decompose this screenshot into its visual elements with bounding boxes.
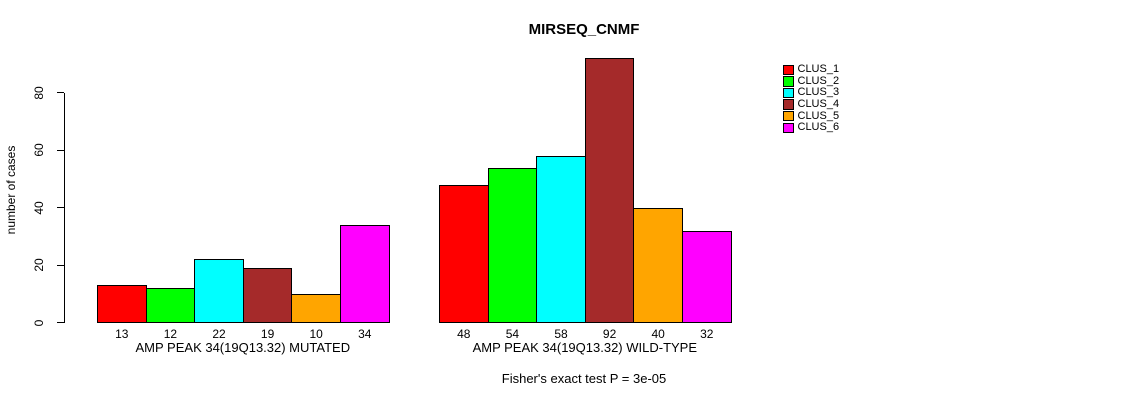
bar-clus_3 — [536, 156, 586, 324]
y-axis-label: number of cases — [4, 145, 18, 235]
legend-label: CLUS_4 — [797, 98, 840, 111]
bar-value-label: 48 — [457, 327, 471, 341]
y-tick-label: 20 — [31, 258, 46, 272]
legend-item: CLUS_4 — [783, 99, 839, 111]
fisher-test-note: Fisher's exact test P = 3e-05 — [501, 371, 667, 386]
bar-clus_2 — [487, 167, 538, 324]
legend-swatch — [783, 87, 794, 99]
group-label: AMP PEAK 34(19Q13.32) MUTATED — [135, 340, 351, 355]
bar-value-label: 32 — [700, 327, 714, 341]
bar-clus_1 — [439, 184, 489, 324]
y-tick-label: 80 — [31, 86, 46, 100]
bar-value-label: 34 — [358, 327, 372, 341]
bar-value-label: 10 — [309, 327, 323, 341]
legend-label: CLUS_5 — [797, 109, 840, 122]
legend-label: CLUS_6 — [797, 121, 840, 134]
bar-value-label: 40 — [651, 327, 665, 341]
y-axis-tick — [57, 207, 64, 209]
bar-clus_1 — [97, 285, 147, 324]
legend-swatch — [783, 110, 794, 122]
legend-item: CLUS_5 — [783, 110, 839, 122]
y-axis-tick — [57, 321, 64, 324]
bar-value-label: 19 — [260, 327, 275, 341]
bar-value-label: 58 — [554, 327, 568, 341]
chart-title: MIRSEQ_CNMF — [528, 21, 640, 38]
bar-clus_5 — [633, 207, 683, 324]
legend-label: CLUS_1 — [797, 63, 840, 76]
bar-clus_4 — [584, 58, 635, 324]
bar-clus_6 — [340, 224, 390, 324]
legend-swatch — [783, 64, 794, 76]
bar-clus_3 — [194, 259, 244, 324]
legend-item: CLUS_3 — [783, 87, 839, 99]
y-axis-tick — [57, 92, 64, 94]
bar-clus_6 — [682, 230, 732, 324]
legend-item: CLUS_2 — [783, 74, 840, 88]
legend-swatch — [783, 99, 794, 110]
bar-clus_4 — [242, 267, 293, 324]
legend: CLUS_1 CLUS_2 CLUS_3 CLUS_4 CLUS_5 CLUS_6 — [783, 64, 839, 134]
y-tick-label: 60 — [31, 143, 46, 157]
y-axis-tick — [57, 149, 64, 151]
bar-value-label: 13 — [115, 327, 129, 341]
legend-item: CLUS_6 — [783, 122, 839, 134]
bar-value-label: 54 — [505, 327, 520, 341]
bar-clus_2 — [145, 288, 196, 324]
legend-label: CLUS_2 — [797, 74, 840, 87]
bar-value-label: 12 — [163, 327, 178, 341]
group-label: AMP PEAK 34(19Q13.32) WILD-TYPE — [472, 340, 698, 355]
y-axis-line — [63, 92, 65, 324]
bar-clus_5 — [291, 293, 341, 324]
bar-value-label: 92 — [602, 327, 617, 341]
legend-label: CLUS_3 — [797, 86, 840, 99]
legend-item: CLUS_1 — [783, 64, 839, 76]
y-axis-tick — [57, 264, 64, 266]
y-tick-label: 0 — [31, 319, 46, 326]
y-tick-label: 40 — [31, 201, 46, 215]
bar-value-label: 22 — [212, 327, 226, 341]
legend-swatch — [783, 76, 794, 87]
legend-swatch — [783, 122, 794, 134]
